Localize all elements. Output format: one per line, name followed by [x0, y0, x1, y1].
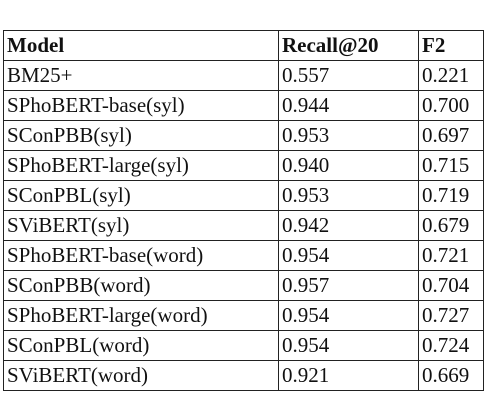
table-cell: 0.954 — [278, 300, 419, 331]
table-cell: SPhoBERT-large(syl) — [3, 150, 279, 181]
table-cell: SPhoBERT-large(word) — [3, 300, 279, 331]
table-cell: 0.942 — [278, 210, 419, 241]
table-cell: 0.715 — [418, 150, 484, 181]
table-cell: 0.721 — [418, 240, 484, 271]
table-cell: SViBERT(word) — [3, 360, 279, 391]
table-row: SPhoBERT-base(syl) 0.944 0.700 — [3, 90, 484, 121]
table-cell: 0.679 — [418, 210, 484, 241]
table-row: SConPBB(word) 0.957 0.704 — [3, 270, 484, 301]
header-row: Model Recall@20 F2 — [3, 30, 484, 61]
table-cell: 0.719 — [418, 180, 484, 211]
table-cell: 0.727 — [418, 300, 484, 331]
table-row: SViBERT(word) 0.921 0.669 — [3, 360, 484, 391]
table-cell: SConPBB(word) — [3, 270, 279, 301]
table-row: SConPBB(syl) 0.953 0.697 — [3, 120, 484, 151]
table-row: SViBERT(syl) 0.942 0.679 — [3, 210, 484, 241]
table-cell: 0.957 — [278, 270, 419, 301]
table-cell: 0.669 — [418, 360, 484, 391]
table-row: SPhoBERT-base(word) 0.954 0.721 — [3, 240, 484, 271]
table-cell: 0.921 — [278, 360, 419, 391]
table-row: SPhoBERT-large(word) 0.954 0.727 — [3, 300, 484, 331]
table-cell: 0.221 — [418, 60, 484, 91]
table-cell: BM25+ — [3, 60, 279, 91]
header-cell: Recall@20 — [278, 30, 419, 61]
table-cell: SPhoBERT-base(word) — [3, 240, 279, 271]
table-cell: 0.953 — [278, 120, 419, 151]
table-cell: SConPBB(syl) — [3, 120, 279, 151]
table-cell: SViBERT(syl) — [3, 210, 279, 241]
table-row: SPhoBERT-large(syl) 0.940 0.715 — [3, 150, 484, 181]
table-cell: SPhoBERT-base(syl) — [3, 90, 279, 121]
table-row: SConPBL(word) 0.954 0.724 — [3, 330, 484, 361]
table-cell: 0.704 — [418, 270, 484, 301]
table-cell: 0.700 — [418, 90, 484, 121]
table-cell: 0.697 — [418, 120, 484, 151]
table-cell: 0.557 — [278, 60, 419, 91]
table-cell: SConPBL(syl) — [3, 180, 279, 211]
results-table: Model Recall@20 F2 BM25+ 0.557 0.221 SPhoBERT… — [3, 30, 484, 391]
table-cell: 0.944 — [278, 90, 419, 121]
table-row: SConPBL(syl) 0.953 0.719 — [3, 180, 484, 211]
table-cell: 0.954 — [278, 330, 419, 361]
header-cell: Model — [3, 30, 279, 61]
table-cell: 0.940 — [278, 150, 419, 181]
table-cell: 0.953 — [278, 180, 419, 211]
table-cell: 0.954 — [278, 240, 419, 271]
table-row: BM25+ 0.557 0.221 — [3, 60, 484, 91]
header-cell: F2 — [418, 30, 484, 61]
table-cell: SConPBL(word) — [3, 330, 279, 361]
table-cell: 0.724 — [418, 330, 484, 361]
